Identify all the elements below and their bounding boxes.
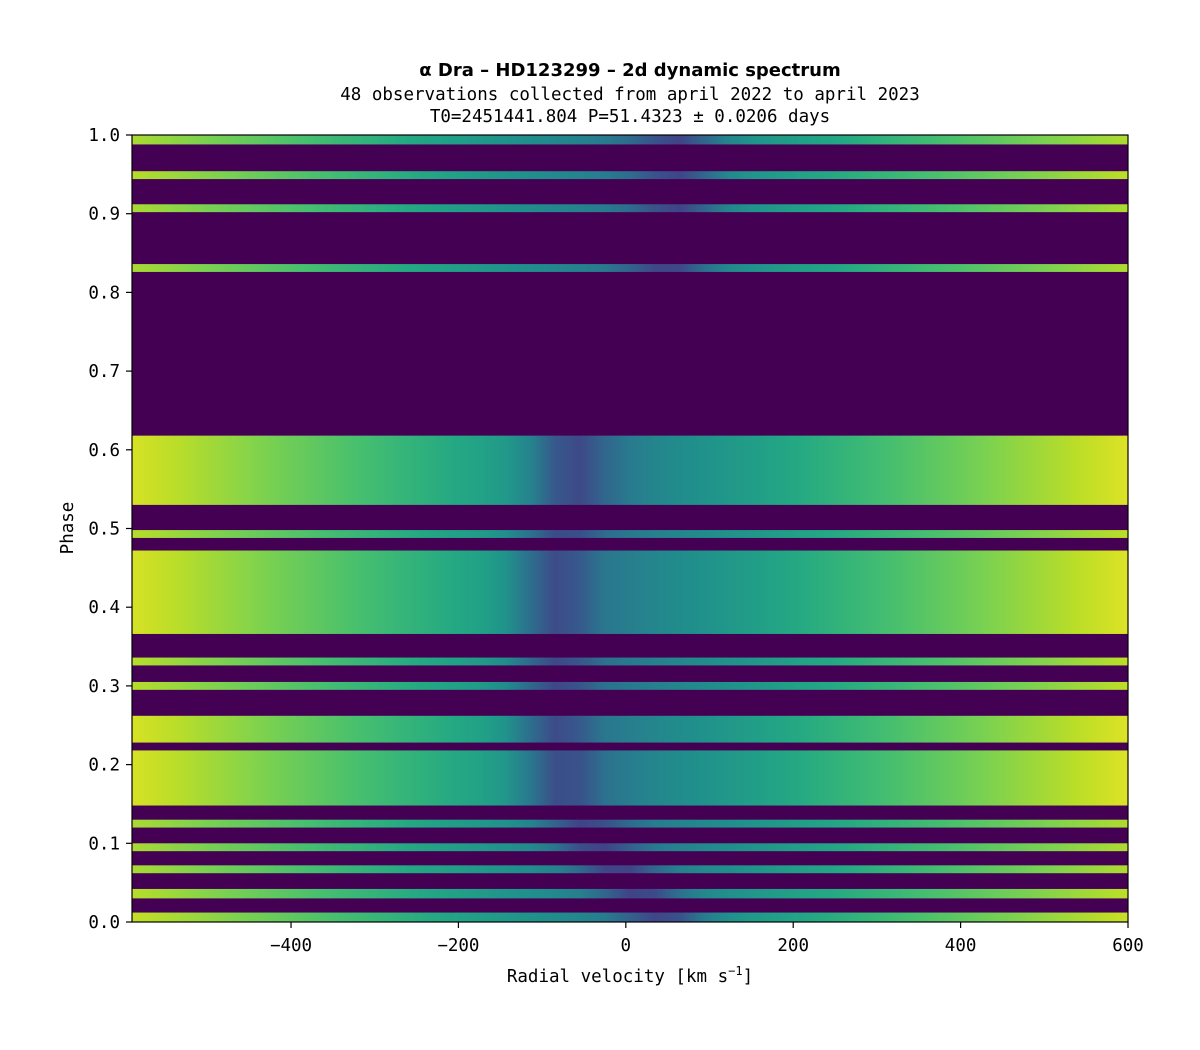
y-tick-label: 1.0	[88, 126, 120, 146]
y-tick-label: 0.0	[88, 913, 120, 933]
spectrum-band	[132, 888, 1128, 899]
y-tick-label: 0.9	[88, 205, 120, 225]
spectrum-band	[132, 819, 1128, 828]
x-tick-label: 600	[1112, 936, 1144, 956]
plot-area	[131, 134, 1129, 923]
spectrum-band	[132, 171, 1128, 180]
chart-subtitle-line-1: 48 observations collected from april 202…	[340, 85, 919, 105]
y-tick-label: 0.7	[88, 362, 120, 382]
y-tick-label: 0.3	[88, 677, 120, 697]
x-tick-label: 400	[945, 936, 977, 956]
x-tick-label: −200	[437, 936, 479, 956]
chart-subtitle-line-2: T0=2451441.804 P=51.4323 ± 0.0206 days	[430, 107, 830, 127]
spectrum-band	[132, 550, 1128, 634]
spectrum-band	[132, 264, 1128, 272]
spectrum-band	[132, 681, 1128, 690]
y-tick-label: 0.5	[88, 520, 120, 540]
spectrum-band	[132, 657, 1128, 666]
y-tick-label: 0.2	[88, 756, 120, 776]
y-tick-label: 0.4	[88, 598, 120, 618]
spectrum-band	[132, 435, 1128, 505]
x-axis: −400 −200 0 200 400 600	[270, 922, 1144, 956]
y-axis: 0.0 0.1 0.2 0.3 0.4 0.5 0.6 0.7 0.8 0.9 1.0	[88, 126, 132, 933]
spectrum-band	[132, 912, 1128, 922]
x-tick-label: −400	[270, 936, 312, 956]
y-axis-label: Phase	[58, 502, 78, 555]
spectrum-band	[132, 865, 1128, 874]
spectrum-band	[132, 530, 1128, 538]
chart-title: α Dra – HD123299 – 2d dynamic spectrum	[419, 60, 840, 81]
spectrum-band	[132, 135, 1128, 145]
x-tick-label: 0	[621, 936, 632, 956]
y-tick-label: 0.8	[88, 283, 120, 303]
spectrum-band	[132, 715, 1128, 743]
spectrum-bands	[132, 135, 1128, 922]
x-axis-label: Radial velocity [km s−1]	[507, 964, 753, 987]
y-tick-label: 0.1	[88, 834, 120, 854]
spectrum-band	[132, 843, 1128, 852]
x-tick-label: 200	[777, 936, 809, 956]
y-tick-label: 0.6	[88, 441, 120, 461]
spectrum-band	[132, 204, 1128, 213]
spectrum-band	[132, 750, 1128, 806]
